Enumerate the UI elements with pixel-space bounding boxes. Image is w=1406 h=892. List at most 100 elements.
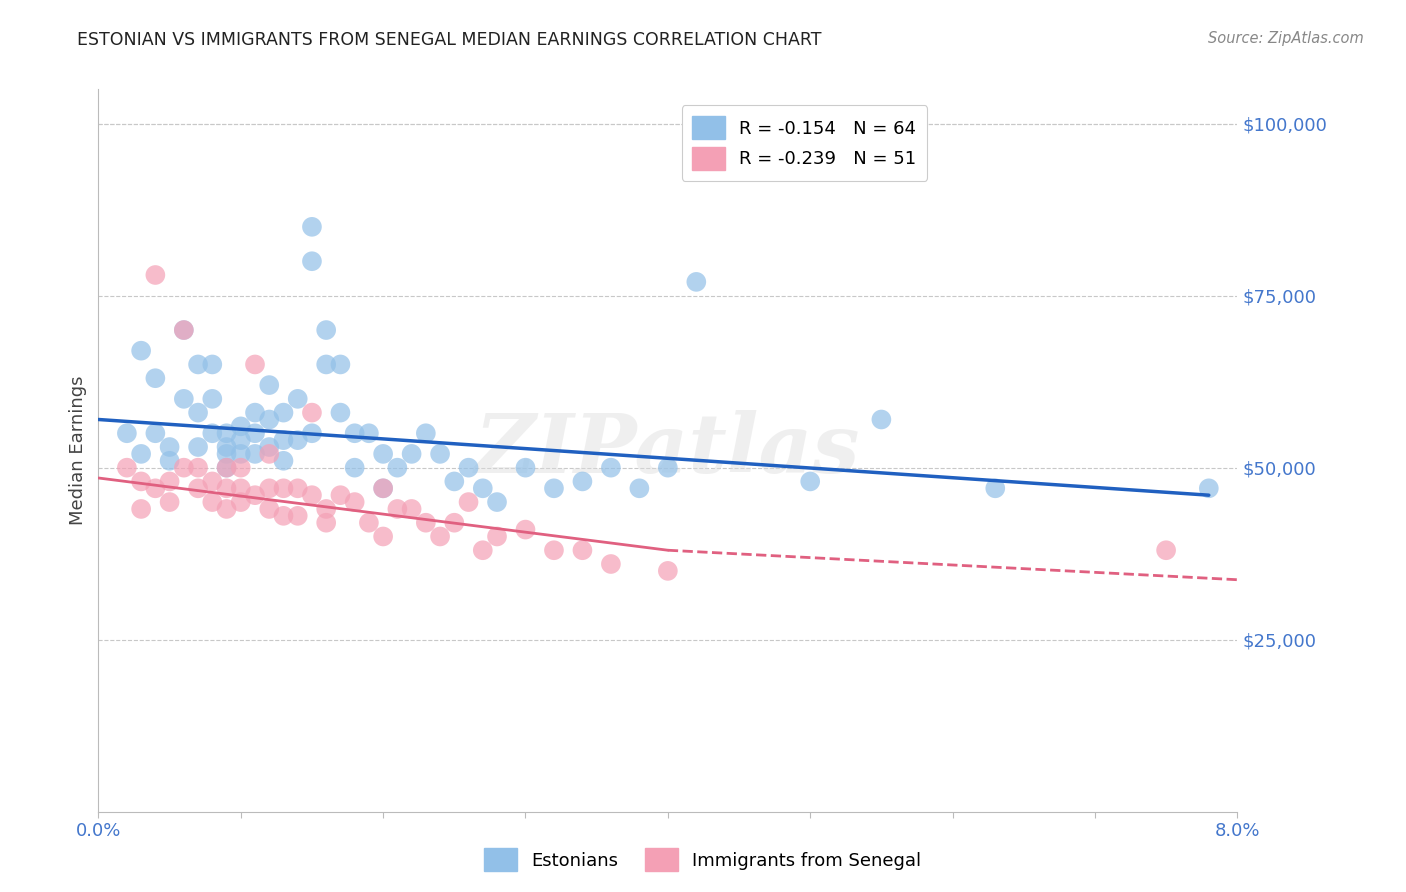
- Point: [486, 495, 509, 509]
- Point: [215, 460, 238, 475]
- Point: [571, 543, 593, 558]
- Point: [229, 447, 252, 461]
- Point: [159, 475, 181, 489]
- Point: [287, 392, 309, 406]
- Legend: R = -0.154   N = 64, R = -0.239   N = 51: R = -0.154 N = 64, R = -0.239 N = 51: [682, 105, 928, 181]
- Point: [243, 447, 266, 461]
- Point: [243, 358, 266, 372]
- Point: [1154, 543, 1177, 558]
- Point: [870, 412, 893, 426]
- Point: [259, 481, 281, 495]
- Point: [243, 488, 266, 502]
- Point: [457, 495, 479, 509]
- Point: [201, 358, 224, 372]
- Point: [273, 481, 295, 495]
- Point: [515, 523, 537, 537]
- Point: [471, 543, 494, 558]
- Point: [201, 426, 224, 441]
- Legend: Estonians, Immigrants from Senegal: Estonians, Immigrants from Senegal: [477, 841, 929, 879]
- Point: [371, 481, 394, 495]
- Point: [215, 440, 238, 454]
- Point: [187, 406, 209, 420]
- Point: [984, 481, 1007, 495]
- Point: [187, 481, 209, 495]
- Point: [229, 495, 252, 509]
- Point: [259, 412, 281, 426]
- Point: [229, 433, 252, 447]
- Point: [315, 502, 337, 516]
- Point: [657, 564, 679, 578]
- Point: [129, 343, 152, 358]
- Point: [173, 323, 195, 337]
- Point: [229, 460, 252, 475]
- Point: [401, 502, 423, 516]
- Point: [315, 323, 337, 337]
- Point: [145, 426, 167, 441]
- Point: [145, 371, 167, 385]
- Point: [259, 502, 281, 516]
- Point: [159, 495, 181, 509]
- Point: [329, 358, 352, 372]
- Point: [600, 460, 623, 475]
- Point: [329, 488, 352, 502]
- Point: [129, 475, 152, 489]
- Point: [215, 447, 238, 461]
- Point: [243, 426, 266, 441]
- Point: [159, 440, 181, 454]
- Point: [443, 516, 465, 530]
- Y-axis label: Median Earnings: Median Earnings: [69, 376, 87, 525]
- Point: [429, 447, 451, 461]
- Point: [273, 454, 295, 468]
- Point: [229, 481, 252, 495]
- Point: [543, 543, 565, 558]
- Point: [357, 516, 380, 530]
- Point: [215, 481, 238, 495]
- Point: [259, 378, 281, 392]
- Point: [201, 475, 224, 489]
- Point: [229, 419, 252, 434]
- Point: [429, 529, 451, 543]
- Point: [401, 447, 423, 461]
- Point: [145, 481, 167, 495]
- Point: [129, 447, 152, 461]
- Point: [215, 502, 238, 516]
- Point: [371, 447, 394, 461]
- Point: [243, 406, 266, 420]
- Point: [343, 426, 366, 441]
- Point: [301, 254, 323, 268]
- Text: ESTONIAN VS IMMIGRANTS FROM SENEGAL MEDIAN EARNINGS CORRELATION CHART: ESTONIAN VS IMMIGRANTS FROM SENEGAL MEDI…: [77, 31, 823, 49]
- Point: [173, 323, 195, 337]
- Point: [259, 447, 281, 461]
- Point: [343, 495, 366, 509]
- Point: [173, 392, 195, 406]
- Point: [685, 275, 707, 289]
- Point: [273, 508, 295, 523]
- Point: [415, 426, 437, 441]
- Text: Source: ZipAtlas.com: Source: ZipAtlas.com: [1208, 31, 1364, 46]
- Point: [471, 481, 494, 495]
- Point: [443, 475, 465, 489]
- Point: [215, 426, 238, 441]
- Point: [457, 460, 479, 475]
- Point: [315, 516, 337, 530]
- Point: [657, 460, 679, 475]
- Point: [215, 460, 238, 475]
- Point: [287, 481, 309, 495]
- Point: [145, 268, 167, 282]
- Point: [799, 475, 821, 489]
- Point: [329, 406, 352, 420]
- Point: [273, 406, 295, 420]
- Point: [301, 426, 323, 441]
- Point: [371, 481, 394, 495]
- Point: [173, 460, 195, 475]
- Point: [301, 406, 323, 420]
- Point: [515, 460, 537, 475]
- Point: [571, 475, 593, 489]
- Point: [315, 358, 337, 372]
- Point: [387, 502, 409, 516]
- Point: [115, 426, 138, 441]
- Point: [159, 454, 181, 468]
- Point: [201, 392, 224, 406]
- Point: [543, 481, 565, 495]
- Point: [201, 495, 224, 509]
